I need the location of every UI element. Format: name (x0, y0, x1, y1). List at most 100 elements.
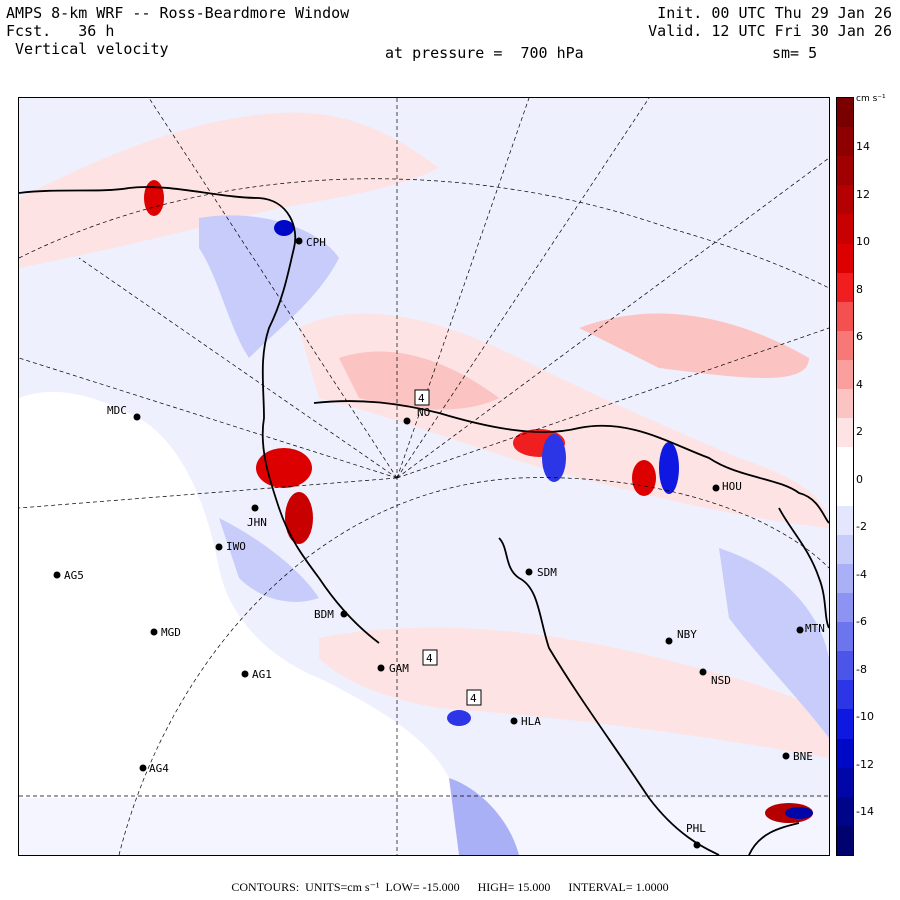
station-dot-mdc (133, 413, 141, 421)
colorbar-segment (837, 447, 853, 477)
station-dot-nby (665, 637, 673, 645)
footer: CONTOURS: UNITS=cm s⁻¹ LOW= -15.000 HIGH… (0, 880, 900, 895)
colorbar-tick-label: 8 (856, 282, 863, 296)
colorbar-segment (837, 767, 853, 798)
station-dot-jhn (251, 504, 259, 512)
station-label-hla: HLA (521, 715, 541, 728)
colorbar-segment (837, 243, 853, 274)
station-dot-gam (377, 664, 385, 672)
colorbar-tick-label: 0 (856, 472, 863, 486)
station-label-mtn: MTN (805, 622, 825, 635)
station-label-nsd: NSD (711, 674, 731, 687)
station-markers (53, 237, 804, 849)
colorbar-segment (837, 563, 853, 594)
station-label-nby: NBY (677, 628, 697, 641)
core-neg-4 (785, 807, 813, 819)
colorbar-segment (837, 156, 853, 186)
header-right: Init. 00 UTC Thu 29 Jan 26 Valid. 12 UTC… (648, 4, 892, 40)
marker-label-3: 4 (470, 692, 477, 705)
station-label-iwo: IWO (226, 540, 246, 553)
pressure-line: at pressure = 700 hPa (385, 44, 584, 62)
station-dot-phl (693, 841, 701, 849)
fcst-label: Fcst. (6, 22, 52, 40)
station-dot-bdm (340, 610, 348, 618)
init-line: Init. 00 UTC Thu 29 Jan 26 (657, 4, 892, 22)
fcst-value: 36 h (78, 22, 115, 40)
smoothing-label: sm= 5 (772, 44, 818, 62)
coastline (19, 186, 829, 855)
colorbar-segment (837, 622, 853, 652)
field-pos-east (579, 313, 809, 378)
field-zero-bottom (19, 798, 829, 855)
core-neg-2 (659, 442, 679, 494)
colorbar-segment (837, 214, 853, 245)
station-label-ag1: AG1 (252, 668, 272, 681)
station-dot-bne (782, 752, 790, 760)
station-label-sdm: SDM (537, 566, 557, 579)
colorbar-segment (837, 680, 853, 710)
station-label-gam: GAM (389, 662, 409, 675)
core-neg-5 (447, 710, 471, 726)
footer-low: LOW= -15.000 (385, 880, 460, 894)
station-label-cph: CPH (306, 236, 326, 249)
value-markers: 4 4 4 (414, 389, 482, 706)
colorbar-segment (837, 476, 853, 507)
colorbar-tick-label: 10 (856, 235, 870, 248)
colorbar-segment (837, 825, 853, 856)
field-pos-north (19, 112, 439, 268)
colorbar-segment (837, 360, 853, 390)
station-dot-mtn (796, 626, 804, 634)
colorbar-segment (837, 330, 853, 361)
marker-label-1: 4 (418, 392, 425, 405)
station-dot-no (403, 417, 411, 425)
station-labels: CPH MDC NO HOU JHN IWO AG5 SDM BDM MGD N… (64, 236, 825, 835)
station-label-mdc: MDC (107, 404, 127, 417)
colorbar-tick-label: 4 (856, 377, 863, 391)
colorbar-tick-label: -14 (856, 805, 874, 818)
colorbar-segment (837, 98, 853, 128)
colorbar-segment (837, 709, 853, 740)
station-label-bdm: BDM (314, 608, 334, 621)
footer-units: UNITS=cm s⁻¹ (305, 880, 380, 894)
valid-line: Valid. 12 UTC Fri 30 Jan 26 (648, 22, 892, 40)
colorbar-tick-label: -4 (856, 567, 867, 581)
colorbar-segment (837, 418, 853, 448)
footer-interval: INTERVAL= 1.0000 (568, 880, 669, 894)
header-left: AMPS 8-km WRF -- Ross-Beardmore Window F… (6, 4, 349, 58)
station-dot-nsd (699, 668, 707, 676)
colorbar-segment (837, 185, 853, 215)
station-dot-cph (295, 237, 303, 245)
map-panel[interactable]: CPH MDC NO HOU JHN IWO AG5 SDM BDM MGD N… (18, 97, 830, 856)
colorbar-tick-label: -6 (856, 615, 867, 628)
station-dot-ag1 (241, 670, 249, 678)
station-label-jhn: JHN (247, 516, 267, 529)
colorbar-segment (837, 796, 853, 827)
title-line: AMPS 8-km WRF -- Ross-Beardmore Window (6, 4, 350, 22)
field-name: Vertical velocity (15, 40, 169, 58)
colorbar-tick-label: 12 (856, 187, 870, 201)
station-label-ag4: AG4 (149, 762, 169, 775)
station-dot-ag4 (139, 764, 147, 772)
colorbar-segment (837, 738, 853, 769)
station-dot-ag5 (53, 571, 61, 579)
colorbar-tick-label: -10 (856, 710, 874, 723)
colorbar-segment (837, 272, 853, 303)
station-label-mgd: MGD (161, 626, 181, 639)
colorbar-segment (837, 651, 853, 681)
colorbar-tick-label: 6 (856, 330, 863, 343)
colorbar-segment (837, 389, 853, 419)
map-svg: CPH MDC NO HOU JHN IWO AG5 SDM BDM MGD N… (19, 98, 829, 855)
station-label-phl: PHL (686, 822, 706, 835)
core-pos-4 (632, 460, 656, 496)
colorbar-segment (837, 592, 853, 623)
field-neg-east (719, 548, 829, 738)
colorbar-tick-label: -2 (856, 520, 867, 533)
station-dot-mgd (150, 628, 158, 636)
station-dot-hla (510, 717, 518, 725)
colorbar-tick-label: 2 (856, 425, 863, 438)
field-pos-south (319, 627, 829, 758)
core-neg-3 (274, 220, 294, 236)
station-label-no: NO (417, 406, 430, 419)
colorbar (836, 97, 854, 856)
station-dot-iwo (215, 543, 223, 551)
